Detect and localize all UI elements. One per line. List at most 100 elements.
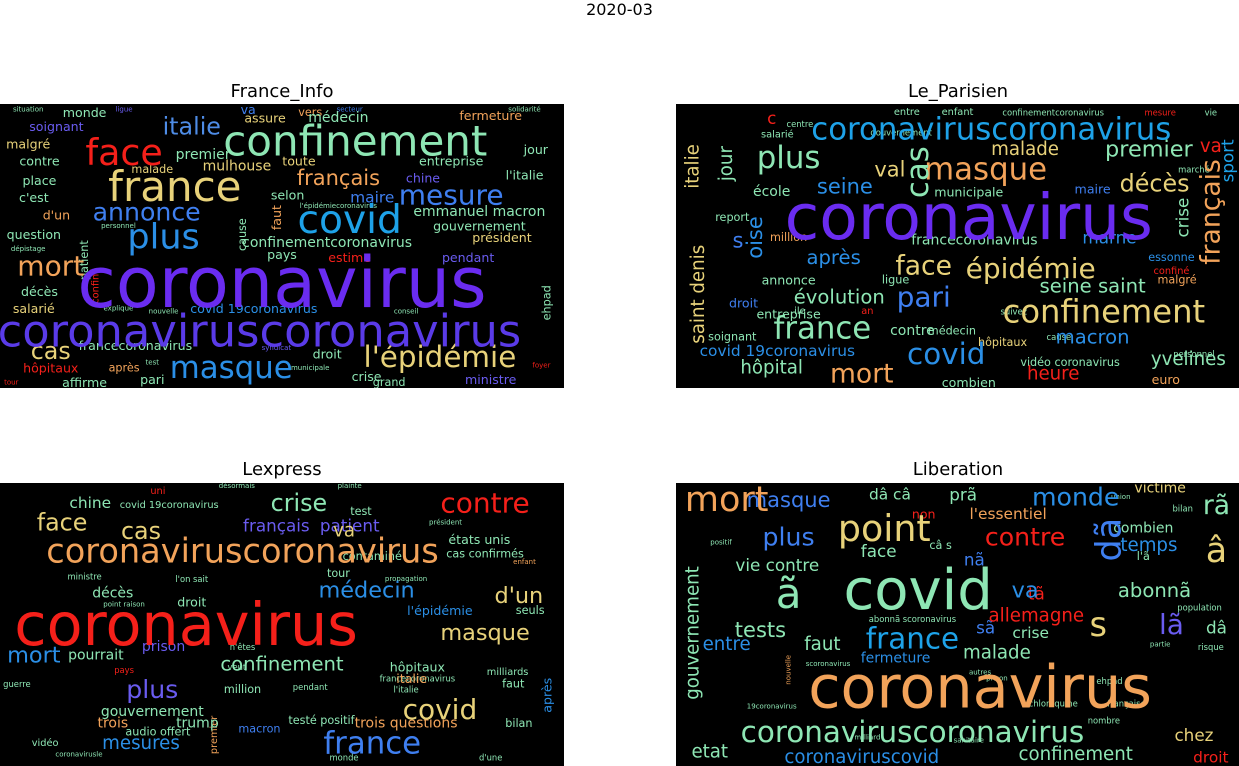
wordcloud-word: sport xyxy=(1218,139,1238,183)
wordcloud-word: yvelines xyxy=(1151,349,1226,370)
wordcloud-word: monde xyxy=(1032,483,1119,512)
wordcloud-word: jour xyxy=(523,142,549,157)
wordcloud-word: saint denis xyxy=(688,245,709,344)
wordcloud-word: après xyxy=(109,362,140,375)
wordcloud-word: marne xyxy=(1082,227,1136,247)
wordcloud-word: président xyxy=(472,230,531,245)
wordcloud-word: sã xyxy=(976,617,995,637)
wordcloud-word: va xyxy=(333,521,355,542)
wordcloud-word: euro xyxy=(1152,372,1181,387)
wordcloud-word: décès xyxy=(21,284,58,299)
wordcloud-word: italie xyxy=(396,671,427,686)
wordcloud-word: covid xyxy=(297,198,401,243)
wordcloud-word: mort xyxy=(7,643,61,669)
wordcloud-word: dâ câ xyxy=(869,485,911,503)
wordcloud-word: confinementcoronavirus xyxy=(1002,108,1104,118)
wordcloud-word: dâ xyxy=(1206,617,1227,637)
wordcloud-word: selon xyxy=(271,187,305,202)
wordcloud-word: câ s xyxy=(929,539,952,552)
wordcloud-word: désormais xyxy=(219,483,255,490)
wordcloud-word: plus xyxy=(126,675,178,704)
wordcloud-word: test xyxy=(146,358,160,366)
wordcloud-word: mort xyxy=(830,358,894,388)
wordcloud-word: bilan xyxy=(505,717,532,730)
wordcloud-word: test xyxy=(350,505,372,518)
wordcloud-word: situation xyxy=(13,106,43,114)
wordcloud-word: médecin xyxy=(318,578,414,604)
wordcloud-word: covid 19coronavirus xyxy=(190,301,317,316)
wordcloud-word: va xyxy=(241,104,256,117)
wordcloud-word: gouvernement xyxy=(101,704,204,720)
wordcloud-word: hôpital xyxy=(740,358,803,379)
wordcloud-word: cas xyxy=(900,146,936,198)
wordcloud-word: ile xyxy=(794,306,805,317)
wordcloud-word: droit xyxy=(1193,749,1229,766)
wordcloud-word: heure xyxy=(1027,363,1080,384)
wordcloud-word: sanitaire xyxy=(954,737,984,745)
wordcloud-word: prison xyxy=(142,639,185,655)
wordcloud-word: confinement xyxy=(220,653,344,676)
wordcloud-word: seine xyxy=(817,174,873,198)
wordcloud-word: français xyxy=(297,166,380,190)
wordcloud-word: france xyxy=(323,725,421,761)
panel-title-lexpress: Lexpress xyxy=(242,459,322,480)
wordcloud-word: solidarité xyxy=(508,106,540,114)
wordcloud-word: affirme xyxy=(62,375,107,388)
wordcloud-word: faut xyxy=(269,205,284,230)
wordcloud-word: municipale xyxy=(934,185,1003,200)
wordcloud-word: coronavirus xyxy=(14,590,358,659)
wordcloud-word: lã xyxy=(1159,608,1184,641)
wordcloud-le-parisien: confinementcoronavirus centre gouvernement… xyxy=(676,104,1239,388)
wordcloud-word: face xyxy=(37,509,88,537)
wordcloud-word: conseil xyxy=(394,307,418,315)
wordcloud-word: maire xyxy=(1075,182,1111,197)
wordcloud-word: annonce xyxy=(762,273,816,288)
wordcloud-word: crise xyxy=(352,369,382,384)
wordcloud-word: tour xyxy=(327,567,350,580)
wordcloud-word: patient xyxy=(320,515,380,535)
wordcloud-word: hôpitaux xyxy=(978,336,1027,349)
wordcloud-word: vie xyxy=(1205,108,1217,118)
wordcloud-word: contaminé xyxy=(343,550,402,563)
wordcloud-word: l'épidémie xyxy=(364,340,517,374)
wordcloud-word: face xyxy=(85,131,163,174)
wordcloud-word: explique xyxy=(104,304,134,312)
wordcloud-word: maire xyxy=(350,189,394,207)
wordcloud-word: covid xyxy=(403,693,478,726)
wordcloud-word: l'essentiel xyxy=(970,505,1047,523)
wordcloud-word: coronavirus xyxy=(77,242,486,324)
wordcloud-word: ligue xyxy=(882,274,909,287)
wordcloud-word: crise xyxy=(271,489,328,517)
wordcloud-word: rã xyxy=(1203,490,1230,521)
wordcloud-word: hôpitaux xyxy=(390,659,446,674)
wordcloud-word: confinementcoronavirus xyxy=(242,235,412,251)
wordcloud-word: oise xyxy=(743,216,767,259)
wordcloud-word: évolution xyxy=(794,286,885,309)
wordcloud-word: pays xyxy=(267,247,297,262)
wordcloud-word: victime xyxy=(1134,483,1186,497)
wordcloud-word: patient xyxy=(78,240,91,280)
wordcloud-word: fermeture xyxy=(861,650,931,666)
wordcloud-word: point raison xyxy=(103,601,145,609)
wordcloud-word: salarié xyxy=(13,301,55,316)
wordcloud-word: confinement xyxy=(1019,744,1133,765)
wordcloud-lexpress: propagation coronavirusle point raison enfa… xyxy=(0,483,564,766)
wordcloud-word: covid xyxy=(907,337,985,371)
wordcloud-word: l'épidémie xyxy=(407,603,473,618)
wordcloud-word: assure xyxy=(244,111,286,126)
wordcloud-word: confinement xyxy=(223,116,487,165)
wordcloud-word: secteur xyxy=(337,106,363,114)
wordcloud-word: 19coronavirus xyxy=(747,703,797,711)
wordcloud-word: contre xyxy=(985,522,1065,551)
wordcloud-word: syndicat xyxy=(262,344,292,352)
wordcloud-word: etat xyxy=(691,741,728,762)
wordcloud-word: propagation xyxy=(385,575,427,583)
wordcloud-word: droit xyxy=(177,594,206,609)
wordcloud-word: marché xyxy=(1178,164,1210,174)
wordcloud-word: municipale xyxy=(291,364,329,372)
wordcloud-word: prison xyxy=(986,674,1008,682)
wordcloud-word: foyer xyxy=(532,361,550,369)
wordcloud-word: mort xyxy=(17,249,84,282)
wordcloud-word: essonne xyxy=(1148,251,1195,264)
